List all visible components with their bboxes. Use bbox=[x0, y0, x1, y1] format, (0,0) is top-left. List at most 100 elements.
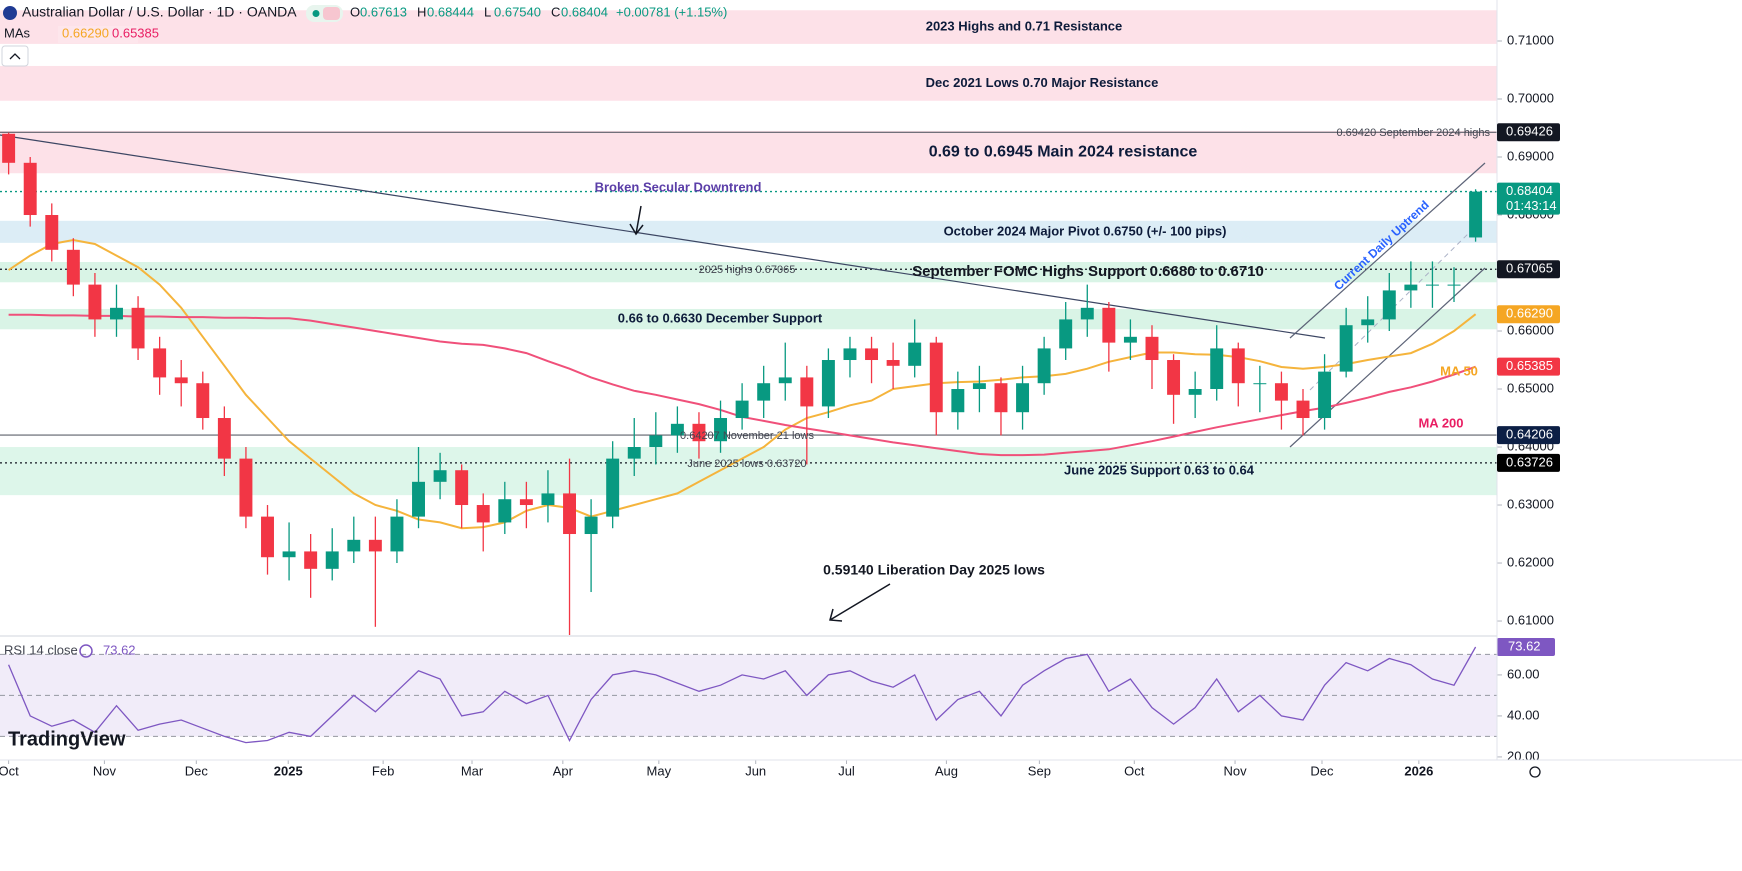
x-tick-label: 2025 bbox=[274, 763, 303, 778]
collapse-icon bbox=[9, 53, 21, 60]
x-tick-label: Dec bbox=[1310, 763, 1334, 778]
candle-body bbox=[843, 348, 857, 361]
ohlc-value: 0.67540 bbox=[494, 4, 541, 19]
rsi-value: 73.62 bbox=[103, 642, 136, 657]
candle-body bbox=[1231, 348, 1245, 384]
x-tick-label: Apr bbox=[553, 763, 574, 778]
candle-body bbox=[325, 551, 339, 569]
y-tick-label: 0.62000 bbox=[1507, 554, 1554, 569]
ohlc-value: 0.68444 bbox=[427, 4, 474, 19]
candle-body bbox=[304, 551, 318, 569]
candle-body bbox=[1361, 319, 1375, 326]
candle-body bbox=[1274, 383, 1288, 401]
price-badge bbox=[1497, 357, 1560, 376]
ohlc-key: O bbox=[350, 4, 360, 19]
y-tick-label: 0.65000 bbox=[1507, 380, 1554, 395]
candle-body bbox=[584, 516, 598, 535]
candle-body bbox=[174, 377, 188, 384]
downtrend-line bbox=[0, 134, 1326, 339]
candle-body bbox=[1016, 383, 1030, 413]
zone-label: 2023 Highs and 0.71 Resistance bbox=[926, 19, 1123, 34]
y-tick-label: 0.63000 bbox=[1507, 496, 1554, 511]
candle-body bbox=[1296, 400, 1310, 419]
x-tick-label: Jun bbox=[745, 763, 766, 778]
candle-body bbox=[2, 133, 16, 163]
ma-label: MA 50 bbox=[1440, 363, 1478, 378]
level-label: 0.64207 November 21 lows bbox=[680, 430, 814, 442]
zone-label: 0.66 to 0.6630 December Support bbox=[618, 311, 823, 326]
candle-body bbox=[239, 458, 253, 517]
price-badge bbox=[1497, 182, 1560, 215]
annotation: 0.59140 Liberation Day 2025 lows bbox=[823, 562, 1045, 578]
zone-label: Dec 2021 Lows 0.70 Major Resistance bbox=[926, 75, 1159, 90]
price-badge-label: 0.69426 bbox=[1506, 124, 1553, 139]
level-label: 0.69420 September 2024 highs bbox=[1336, 127, 1490, 139]
candle-body bbox=[1382, 290, 1396, 320]
candle-body bbox=[886, 360, 900, 366]
candle-body bbox=[1167, 360, 1181, 395]
rsi-tick-label: 60.00 bbox=[1507, 666, 1540, 681]
candle-body bbox=[821, 360, 835, 407]
candle-body bbox=[800, 377, 814, 407]
rsi-icon bbox=[79, 644, 93, 658]
change: +0.00781 (+1.15%) bbox=[616, 4, 727, 19]
candle-body bbox=[1037, 348, 1051, 384]
candle-body bbox=[1469, 191, 1483, 238]
price-badge bbox=[1497, 260, 1560, 279]
candle-body bbox=[994, 383, 1008, 413]
ma-legend-value: 0.65385 bbox=[112, 25, 159, 40]
candle-body bbox=[88, 284, 102, 320]
candle-body bbox=[627, 447, 641, 459]
candle-body bbox=[66, 249, 80, 285]
candle-body bbox=[778, 377, 792, 384]
level-label: June 2025 lows 0.63720 bbox=[687, 458, 806, 470]
candle-body bbox=[282, 551, 296, 558]
ma-label: MA 200 bbox=[1418, 415, 1463, 430]
candle-body bbox=[498, 499, 512, 523]
ohlc-value: 0.68404 bbox=[561, 4, 608, 19]
x-tick-label: Sep bbox=[1028, 763, 1051, 778]
y-tick-label: 0.69000 bbox=[1507, 148, 1554, 163]
candle-body bbox=[541, 493, 555, 506]
x-tick-label: Oct bbox=[0, 763, 19, 778]
flag-icon bbox=[3, 6, 17, 20]
ma-legend-value: 0.66290 bbox=[62, 25, 109, 40]
x-tick-label: Aug bbox=[935, 763, 958, 778]
ma-line bbox=[8, 238, 1477, 530]
collapse-button[interactable] bbox=[1, 45, 29, 67]
zone-label: June 2025 Support 0.63 to 0.64 bbox=[1064, 463, 1255, 478]
price-badge bbox=[1497, 123, 1560, 142]
rsi-tick-label: 20.00 bbox=[1507, 748, 1540, 763]
symbol-title: Australian Dollar / U.S. Dollar · 1D · O… bbox=[22, 4, 297, 20]
price-badge-label: 0.66290 bbox=[1506, 306, 1553, 321]
candle-body bbox=[196, 383, 210, 419]
channel-middle bbox=[1309, 225, 1477, 391]
candle-body bbox=[1447, 284, 1461, 286]
candle-body bbox=[1145, 336, 1159, 361]
ohlc-value: 0.67613 bbox=[360, 4, 407, 19]
settings-icon[interactable] bbox=[1529, 766, 1541, 778]
countdown: 01:43:14 bbox=[1506, 198, 1557, 213]
price-badge-label: 0.65385 bbox=[1506, 358, 1553, 373]
zone bbox=[0, 130, 1497, 174]
zone-label: October 2024 Major Pivot 0.6750 (+/- 100… bbox=[944, 223, 1227, 238]
header: Australian Dollar / U.S. Dollar · 1D · O… bbox=[1, 4, 1541, 778]
rsi-badge bbox=[1497, 638, 1555, 657]
candle-body bbox=[390, 516, 404, 552]
candle-body bbox=[714, 418, 728, 442]
grid bbox=[8, 40, 1502, 764]
rsi-pane: 20.00 40.00 60.00 73.62 bbox=[0, 638, 1555, 763]
status-icon bbox=[323, 7, 340, 20]
candle-body bbox=[368, 539, 382, 552]
candle-body bbox=[476, 505, 490, 523]
candle-body bbox=[1404, 284, 1418, 291]
status-dot bbox=[312, 10, 320, 17]
candle-body bbox=[972, 383, 986, 390]
candle-body bbox=[951, 389, 965, 413]
logo: TradingView bbox=[8, 728, 126, 750]
rsi-name: RSI 14 close bbox=[4, 642, 78, 657]
x-tick-label: May bbox=[647, 763, 672, 778]
y-tick-label: 0.70000 bbox=[1507, 90, 1554, 105]
candle-body bbox=[908, 342, 922, 366]
